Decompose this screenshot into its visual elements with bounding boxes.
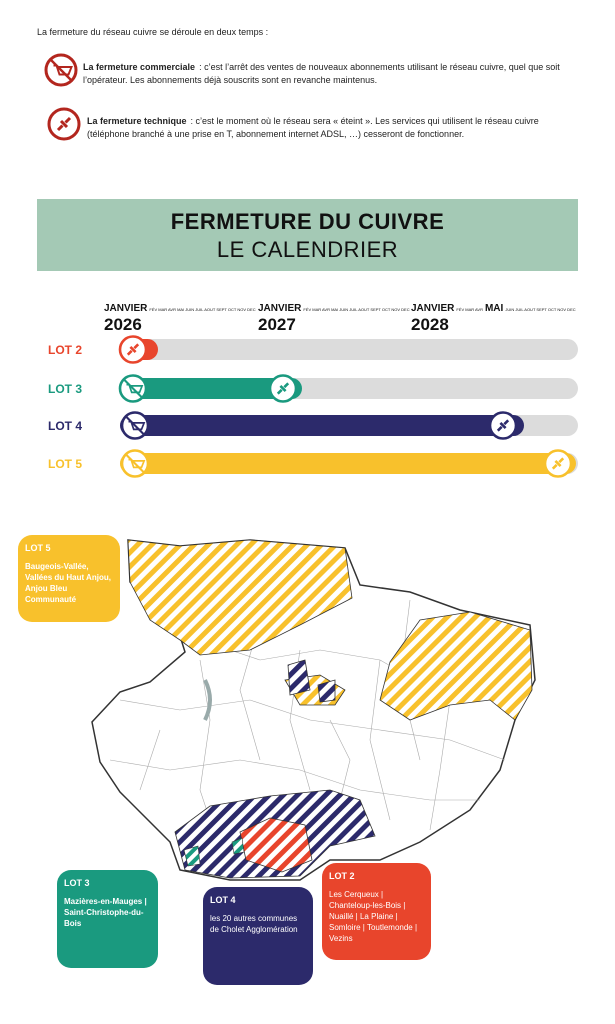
- zone-lot5: [127, 539, 353, 656]
- legend-text: Les Cerqueux | Chanteloup-les-Bois | Nua…: [329, 890, 418, 943]
- timeline: [118, 335, 578, 478]
- month-highlight: MAI: [484, 303, 504, 314]
- map: [91, 539, 536, 881]
- zone-lot4: [287, 659, 336, 703]
- bar: [120, 453, 576, 474]
- year: 2026: [104, 315, 142, 334]
- legend-title: LOT 5: [25, 543, 51, 553]
- year: 2028: [411, 315, 449, 334]
- legend-text: Mazières-en-Mauges | Saint-Christophe-du…: [64, 897, 147, 928]
- legend-text: les 20 autres communes de Cholet Agglomé…: [210, 914, 298, 934]
- legend-title: LOT 2: [329, 871, 355, 881]
- item: La fermeture technique: c’est le moment …: [87, 115, 573, 141]
- legend-box: LOT 3 Mazières-en-Mauges | Saint-Christop…: [57, 870, 158, 968]
- legend-title: LOT 3: [64, 878, 90, 888]
- banner: FERMETURE DU CUIVRE LE CALENDRIER: [37, 199, 578, 271]
- lot-label: LOT 3: [48, 382, 83, 396]
- legend-box: LOT 2 Les Cerqueux | Chanteloup-les-Bois …: [322, 863, 431, 960]
- year: 2027: [258, 315, 296, 334]
- banner-title: FERMETURE DU CUIVRE: [170, 209, 445, 234]
- legend-box: LOT 5 Baugeois-Vallée, Vallées du Haut An…: [18, 535, 120, 622]
- lot-label: LOT 4: [48, 419, 83, 433]
- bar: [120, 415, 524, 436]
- zone-lot5: [379, 611, 533, 721]
- year-label: JANVIER FÉV MAR AVR MAI JUIN JUIL AOUT SE…: [104, 298, 256, 334]
- year-label: JANVIER FÉV MAR AVR MAI JUIN JUIL AOUT SE…: [258, 298, 410, 334]
- item-label: La fermeture commerciale: [83, 62, 196, 72]
- item-label: La fermeture technique: [87, 116, 187, 126]
- month: JANVIER: [411, 303, 455, 314]
- item-text: : c’est l’arrêt des ventes de nouveaux a…: [83, 62, 560, 85]
- months: FÉV MAR AVR MAI JUIN JUIL AOUT SEPT OCT …: [149, 307, 256, 312]
- track: [120, 339, 578, 360]
- lot-label: LOT 5: [48, 457, 83, 471]
- item: La fermeture commerciale: c’est l’arrêt …: [83, 61, 573, 87]
- banner-subtitle: LE CALENDRIER: [216, 237, 399, 262]
- river: [203, 679, 212, 721]
- legend-title: LOT 4: [210, 895, 236, 905]
- legend-text: Baugeois-Vallée, Vallées du Haut Anjou, …: [25, 562, 111, 604]
- year-label: JANVIER FÉV MAR AVR MAI JUIN JUIL AOUT SEPT…: [411, 298, 576, 334]
- months: FÉV MAR AVR MAI JUIN JUIL AOUT SEPT OCT …: [303, 307, 410, 312]
- months: FÉV MAR AVR: [456, 307, 483, 312]
- item-text: : c’est le moment où le réseau sera « ét…: [87, 116, 539, 139]
- month: JANVIER: [104, 303, 148, 314]
- icon-technique: [47, 107, 81, 141]
- zone-lot3: [183, 837, 245, 867]
- bar: [120, 378, 302, 399]
- legend-box: LOT 4 les 20 autres communes de Cholet Ag…: [203, 887, 313, 985]
- intro: La fermeture du réseau cuivre se déroule…: [37, 27, 269, 37]
- month: JANVIER: [258, 303, 302, 314]
- months: JUIN JUIL AOUT SEPT OCT NOV DEC: [505, 307, 576, 312]
- icon-commercial: [44, 53, 78, 87]
- lot-label: LOT 2: [48, 343, 83, 357]
- zone-lot2: [239, 817, 313, 873]
